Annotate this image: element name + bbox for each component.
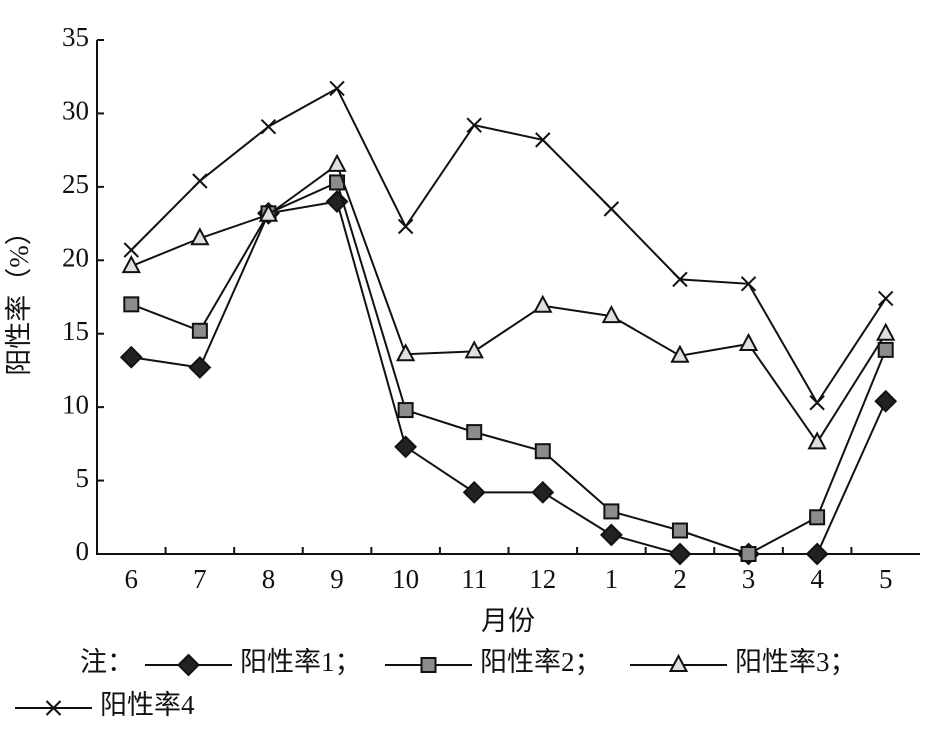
y-tick-label: 10 <box>62 389 89 419</box>
marker <box>119 345 143 369</box>
legend-marker <box>45 700 62 716</box>
marker <box>123 296 140 313</box>
marker <box>807 431 827 450</box>
x-tick-label: 4 <box>810 564 824 594</box>
marker <box>192 173 208 189</box>
marker <box>466 424 483 441</box>
marker <box>329 80 345 97</box>
marker <box>397 218 414 235</box>
series-line <box>131 200 887 555</box>
series-line <box>130 87 887 405</box>
legend-label: 阳性率3； <box>735 647 857 677</box>
x-tick-label: 12 <box>529 564 556 594</box>
marker <box>466 117 482 133</box>
marker <box>876 322 896 341</box>
marker <box>123 242 139 258</box>
legend-name: 阳性率2 <box>480 647 575 677</box>
marker <box>260 118 277 135</box>
legend-label: 阳性率1； <box>240 647 362 677</box>
legend-name: 阳性率4 <box>100 690 195 720</box>
y-axis-label: 阳性率（%） <box>4 218 34 376</box>
x-tick-label: 6 <box>125 564 139 594</box>
y-tick-label: 0 <box>76 536 90 566</box>
marker <box>397 402 414 419</box>
marker <box>191 322 208 339</box>
y-tick-label: 25 <box>62 169 89 199</box>
marker <box>805 542 829 566</box>
series-line <box>130 163 887 445</box>
marker <box>601 304 622 324</box>
marker <box>462 480 486 504</box>
legend-separator: ； <box>335 647 362 677</box>
marker <box>190 227 210 246</box>
marker <box>740 546 757 562</box>
x-tick-label: 3 <box>742 564 756 594</box>
y-tick-label: 35 <box>62 22 89 52</box>
legend-name: 阳性率3 <box>735 647 830 677</box>
legend-marker <box>177 653 200 677</box>
marker <box>464 340 484 359</box>
marker <box>121 255 141 274</box>
marker <box>603 201 620 217</box>
marker <box>533 294 553 313</box>
legend-marker <box>668 653 689 672</box>
legend-separator: ； <box>830 647 857 677</box>
x-tick-label: 2 <box>673 564 687 594</box>
legend-marker <box>420 657 437 673</box>
marker <box>603 503 620 520</box>
x-tick-label: 10 <box>392 564 419 594</box>
x-axis-label: 月份 <box>481 606 535 636</box>
marker <box>188 356 212 379</box>
marker <box>877 341 894 358</box>
x-tick-label: 9 <box>330 564 344 594</box>
y-tick-label: 20 <box>62 242 89 272</box>
legend-label: 阳性率2； <box>480 647 602 677</box>
x-tick-label: 1 <box>605 564 619 594</box>
x-tick-label: 7 <box>193 564 207 594</box>
legend-separator: ； <box>575 647 602 677</box>
marker <box>878 290 894 307</box>
marker <box>874 389 898 413</box>
x-tick-label: 5 <box>879 564 893 594</box>
marker <box>672 271 688 288</box>
marker <box>809 509 826 526</box>
marker <box>599 523 623 547</box>
legend-prefix: 注： <box>80 647 134 677</box>
y-tick-label: 30 <box>62 96 89 126</box>
legend-label: 阳性率4 <box>100 690 195 720</box>
marker <box>670 344 690 363</box>
series-line <box>130 181 887 556</box>
legend-name: 阳性率1 <box>240 647 335 677</box>
marker <box>738 332 759 351</box>
x-tick-label: 8 <box>262 564 276 594</box>
marker <box>534 443 551 460</box>
marker <box>740 276 757 292</box>
marker <box>671 522 688 539</box>
marker <box>535 132 551 148</box>
marker <box>258 203 279 222</box>
y-tick-label: 15 <box>62 316 89 346</box>
y-tick-label: 5 <box>76 463 90 493</box>
marker <box>395 343 416 362</box>
marker <box>668 542 692 566</box>
marker <box>809 395 825 411</box>
x-tick-label: 11 <box>461 564 487 594</box>
marker <box>327 153 347 172</box>
marker <box>394 435 418 459</box>
marker <box>531 480 555 504</box>
